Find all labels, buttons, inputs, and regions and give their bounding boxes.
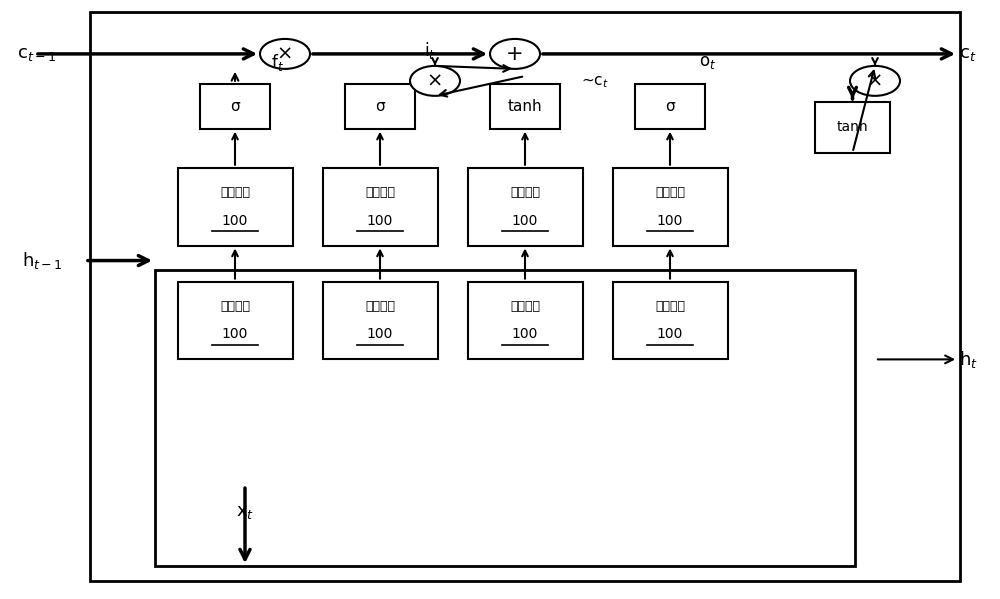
Text: 100: 100 [367, 214, 393, 228]
Text: 全连接层: 全连接层 [510, 186, 540, 199]
Bar [612, 282, 728, 359]
Bar [322, 282, 438, 359]
Bar [90, 12, 960, 581]
Circle shape [260, 39, 310, 69]
Text: σ: σ [375, 99, 385, 114]
Circle shape [490, 39, 540, 69]
Text: 100: 100 [512, 214, 538, 228]
Text: 全连接层: 全连接层 [510, 300, 540, 313]
Text: c$_t$: c$_t$ [959, 45, 977, 63]
Bar [178, 282, 292, 359]
Circle shape [410, 66, 460, 96]
Text: ×: × [427, 71, 443, 90]
Bar [200, 84, 270, 129]
Text: ×: × [277, 44, 293, 63]
Bar [635, 84, 705, 129]
Bar [155, 270, 855, 566]
Text: 100: 100 [512, 328, 538, 341]
Text: o$_t$: o$_t$ [699, 53, 717, 71]
Text: +: + [506, 44, 524, 64]
Text: 全连接层: 全连接层 [655, 300, 685, 313]
Text: tanh: tanh [508, 99, 542, 114]
Text: 全连接层: 全连接层 [365, 186, 395, 199]
Text: σ: σ [665, 99, 675, 114]
Text: h$_t$: h$_t$ [959, 349, 977, 370]
Bar [322, 168, 438, 246]
Text: f$_t$: f$_t$ [271, 52, 283, 74]
Text: σ: σ [230, 99, 240, 114]
Text: i$_t$: i$_t$ [424, 40, 436, 62]
Text: 全连接层: 全连接层 [220, 186, 250, 199]
Text: 全连接层: 全连接层 [220, 300, 250, 313]
Text: 100: 100 [222, 214, 248, 228]
Text: 全连接层: 全连接层 [365, 300, 395, 313]
Text: 100: 100 [657, 328, 683, 341]
Text: tanh: tanh [837, 120, 868, 134]
Text: 全连接层: 全连接层 [655, 186, 685, 199]
Text: 100: 100 [367, 328, 393, 341]
Bar [490, 84, 560, 129]
Circle shape [850, 66, 900, 96]
Text: 100: 100 [222, 328, 248, 341]
Bar [815, 102, 890, 153]
Text: ~c$_t$: ~c$_t$ [581, 74, 609, 90]
Text: x$_t$: x$_t$ [236, 503, 254, 521]
Text: c$_{t-1}$: c$_{t-1}$ [17, 45, 57, 63]
Text: h$_{t-1}$: h$_{t-1}$ [22, 250, 62, 271]
Bar [612, 168, 728, 246]
Bar [345, 84, 415, 129]
Text: 100: 100 [657, 214, 683, 228]
Bar [468, 168, 582, 246]
Text: ×: × [867, 71, 883, 90]
Bar [468, 282, 582, 359]
Bar [178, 168, 292, 246]
